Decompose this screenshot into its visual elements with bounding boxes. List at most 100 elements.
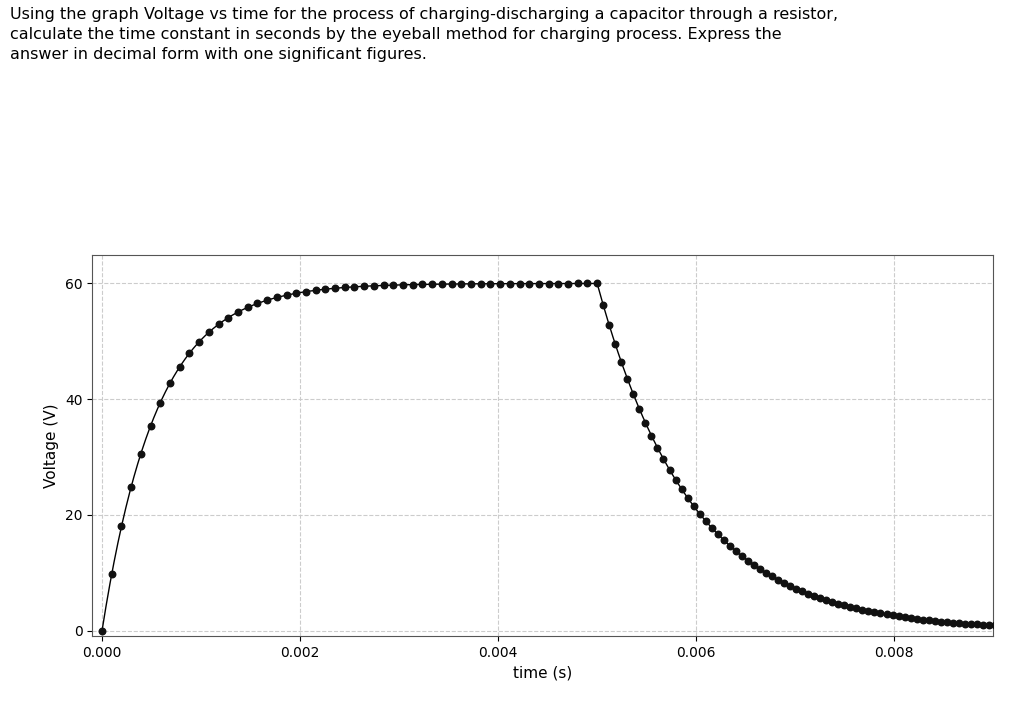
Point — [1005, 621, 1021, 632]
Point — [317, 284, 334, 295]
Point — [279, 290, 295, 301]
Point — [939, 617, 955, 628]
Point — [745, 559, 762, 571]
Point — [902, 612, 919, 624]
Point — [607, 339, 624, 350]
Point — [921, 614, 937, 626]
Point — [662, 464, 678, 475]
Point — [969, 619, 985, 630]
Point — [395, 279, 412, 291]
Point — [560, 278, 577, 289]
Point — [703, 522, 720, 534]
Point — [787, 583, 804, 595]
Y-axis label: Voltage (V): Voltage (V) — [44, 403, 59, 488]
Point — [963, 619, 979, 630]
Point — [649, 442, 666, 453]
Point — [433, 279, 450, 290]
Point — [201, 327, 217, 338]
Point — [327, 283, 343, 294]
Point — [626, 389, 642, 400]
Point — [679, 492, 695, 503]
Point — [691, 508, 708, 520]
Point — [722, 540, 738, 551]
Point — [668, 474, 684, 485]
Point — [114, 521, 130, 532]
Text: Using the graph Voltage vs time for the process of charging-discharging a capaci: Using the graph Voltage vs time for the … — [10, 7, 839, 62]
Point — [385, 279, 401, 291]
Point — [94, 625, 111, 636]
Point — [346, 281, 362, 293]
Point — [896, 612, 912, 623]
Point — [613, 356, 630, 368]
Point — [975, 619, 991, 631]
Point — [511, 278, 527, 289]
Point — [872, 608, 889, 619]
Point — [240, 302, 256, 313]
Point — [601, 320, 617, 331]
Point — [842, 602, 858, 613]
Point — [812, 592, 828, 604]
Point — [443, 279, 460, 290]
Point — [998, 621, 1015, 632]
Point — [220, 312, 237, 323]
X-axis label: time (s): time (s) — [513, 665, 572, 681]
Point — [956, 618, 973, 629]
Point — [739, 555, 756, 566]
Point — [453, 279, 469, 290]
Point — [595, 299, 611, 310]
Point — [752, 563, 768, 575]
Point — [569, 278, 586, 289]
Point — [620, 373, 636, 384]
Point — [854, 604, 870, 616]
Point — [914, 614, 931, 625]
Point — [879, 609, 895, 620]
Point — [482, 278, 499, 289]
Point — [631, 403, 647, 414]
Point — [530, 278, 547, 289]
Point — [993, 620, 1010, 631]
Point — [848, 603, 864, 614]
Point — [770, 574, 786, 585]
Point — [806, 590, 822, 602]
Point — [891, 611, 907, 622]
Point — [541, 278, 557, 289]
Point — [190, 336, 207, 347]
Point — [685, 501, 701, 512]
Point — [472, 278, 488, 289]
Point — [733, 550, 750, 561]
Point — [521, 278, 538, 289]
Point — [356, 281, 373, 292]
Point — [376, 280, 392, 291]
Point — [950, 617, 967, 629]
Point — [142, 420, 159, 431]
Point — [908, 613, 925, 624]
Point — [837, 600, 853, 611]
Point — [885, 610, 901, 621]
Point — [229, 306, 246, 317]
Point — [637, 417, 653, 428]
Point — [987, 620, 1004, 631]
Point — [415, 279, 431, 290]
Point — [794, 585, 810, 597]
Point — [366, 280, 382, 291]
Point — [800, 588, 816, 600]
Point — [728, 545, 744, 556]
Point — [249, 298, 265, 309]
Point — [268, 292, 285, 303]
Point — [404, 279, 421, 291]
Point — [674, 484, 690, 495]
Point — [337, 282, 353, 293]
Point — [259, 295, 275, 306]
Point — [710, 529, 726, 540]
Point — [123, 481, 139, 492]
Point — [589, 278, 605, 289]
Point — [643, 430, 659, 441]
Point — [818, 595, 835, 606]
Point — [288, 288, 304, 299]
Point — [424, 279, 440, 290]
Point — [103, 568, 120, 580]
Point — [764, 571, 780, 582]
Point — [307, 285, 324, 296]
Point — [210, 319, 226, 330]
Point — [697, 515, 714, 527]
